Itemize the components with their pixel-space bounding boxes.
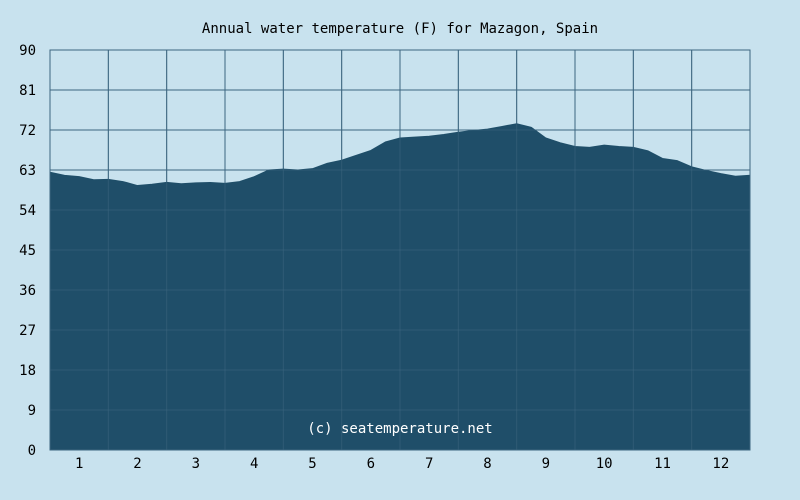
y-tick-label: 81 (19, 83, 36, 99)
chart-title: Annual water temperature (F) for Mazagon… (202, 21, 598, 37)
x-tick-label: 10 (596, 456, 613, 472)
x-tick-label: 1 (75, 456, 83, 472)
y-tick-label: 36 (19, 283, 36, 299)
y-tick-label: 9 (28, 403, 36, 419)
x-tick-label: 12 (712, 456, 729, 472)
plot-border (49, 49, 751, 451)
x-axis-ticks: 1 2 3 4 5 6 7 8 9 10 11 12 (75, 456, 729, 472)
x-tick-label: 5 (308, 456, 316, 472)
y-tick-label: 18 (19, 363, 36, 379)
y-tick-label: 63 (19, 163, 36, 179)
x-tick-label: 2 (133, 456, 141, 472)
x-tick-label: 11 (654, 456, 671, 472)
y-tick-label: 45 (19, 243, 36, 259)
y-tick-label: 72 (19, 123, 36, 139)
x-tick-label: 7 (425, 456, 433, 472)
y-tick-label: 90 (19, 43, 36, 59)
y-tick-label: 0 (28, 443, 36, 459)
x-tick-label: 6 (367, 456, 375, 472)
watermark-text: (c) seatemperature.net (307, 421, 492, 437)
x-tick-label: 3 (192, 456, 200, 472)
y-tick-label: 27 (19, 323, 36, 339)
x-tick-label: 9 (542, 456, 550, 472)
y-axis-ticks: 0 9 18 27 36 45 54 63 72 81 90 (19, 43, 36, 459)
x-tick-label: 8 (483, 456, 491, 472)
x-tick-label: 4 (250, 456, 258, 472)
y-tick-label: 54 (19, 203, 36, 219)
